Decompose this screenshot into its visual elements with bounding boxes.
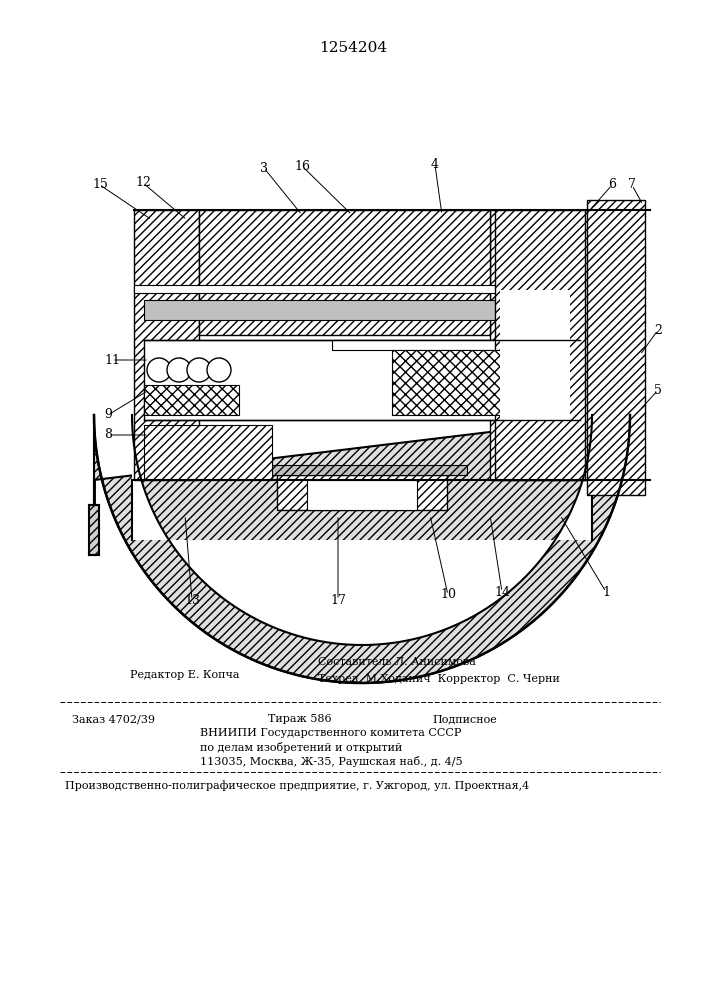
Polygon shape [134, 285, 550, 293]
Text: 13: 13 [184, 593, 200, 606]
Polygon shape [94, 415, 630, 683]
Text: 3: 3 [260, 161, 268, 174]
Circle shape [207, 358, 231, 382]
Text: 12: 12 [135, 176, 151, 190]
Polygon shape [307, 480, 417, 510]
Polygon shape [89, 505, 99, 555]
Polygon shape [144, 385, 239, 415]
Text: 17: 17 [330, 593, 346, 606]
Text: 1: 1 [602, 585, 610, 598]
Circle shape [167, 358, 191, 382]
Text: Техред  М.Ходанич  Корректор  С. Черни: Техред М.Ходанич Корректор С. Черни [318, 674, 560, 684]
Polygon shape [134, 210, 199, 480]
Text: 1254204: 1254204 [319, 41, 387, 55]
Circle shape [147, 358, 171, 382]
Polygon shape [495, 210, 585, 480]
Text: 11: 11 [104, 354, 120, 366]
Polygon shape [132, 415, 592, 645]
Text: Заказ 4702/39: Заказ 4702/39 [72, 714, 155, 724]
Text: Производственно-полиграфическое предприятие, г. Ужгород, ул. Проектная,4: Производственно-полиграфическое предприя… [65, 780, 530, 791]
Text: 113035, Москва, Ж-35, Раушская наб., д. 4/5: 113035, Москва, Ж-35, Раушская наб., д. … [200, 756, 462, 767]
Polygon shape [500, 290, 570, 420]
Text: Подписное: Подписное [432, 714, 497, 724]
Polygon shape [332, 340, 565, 350]
Text: 4: 4 [431, 158, 439, 172]
Polygon shape [257, 465, 467, 475]
Polygon shape [144, 425, 272, 480]
Polygon shape [144, 340, 580, 420]
Text: 15: 15 [92, 178, 108, 192]
Text: 10: 10 [440, 588, 456, 601]
Text: Составитель Л. Анисимова: Составитель Л. Анисимова [318, 657, 476, 667]
Text: 14: 14 [494, 585, 510, 598]
Text: 6: 6 [608, 178, 616, 192]
Text: 2: 2 [654, 324, 662, 336]
Text: Редактор Е. Копча: Редактор Е. Копча [130, 670, 240, 680]
Text: 16: 16 [294, 159, 310, 172]
Text: Тираж 586: Тираж 586 [268, 714, 332, 724]
Text: 5: 5 [654, 383, 662, 396]
Polygon shape [277, 475, 447, 510]
Polygon shape [587, 200, 645, 495]
Circle shape [187, 358, 211, 382]
Text: 8: 8 [104, 428, 112, 442]
Text: ВНИИПИ Государственного комитета СССР: ВНИИПИ Государственного комитета СССР [200, 728, 462, 738]
Text: 9: 9 [104, 408, 112, 422]
Text: по делам изобретений и открытий: по делам изобретений и открытий [200, 742, 402, 753]
Polygon shape [490, 210, 590, 480]
Polygon shape [199, 210, 490, 335]
Polygon shape [392, 350, 565, 415]
Polygon shape [144, 300, 540, 320]
Text: 7: 7 [628, 178, 636, 192]
